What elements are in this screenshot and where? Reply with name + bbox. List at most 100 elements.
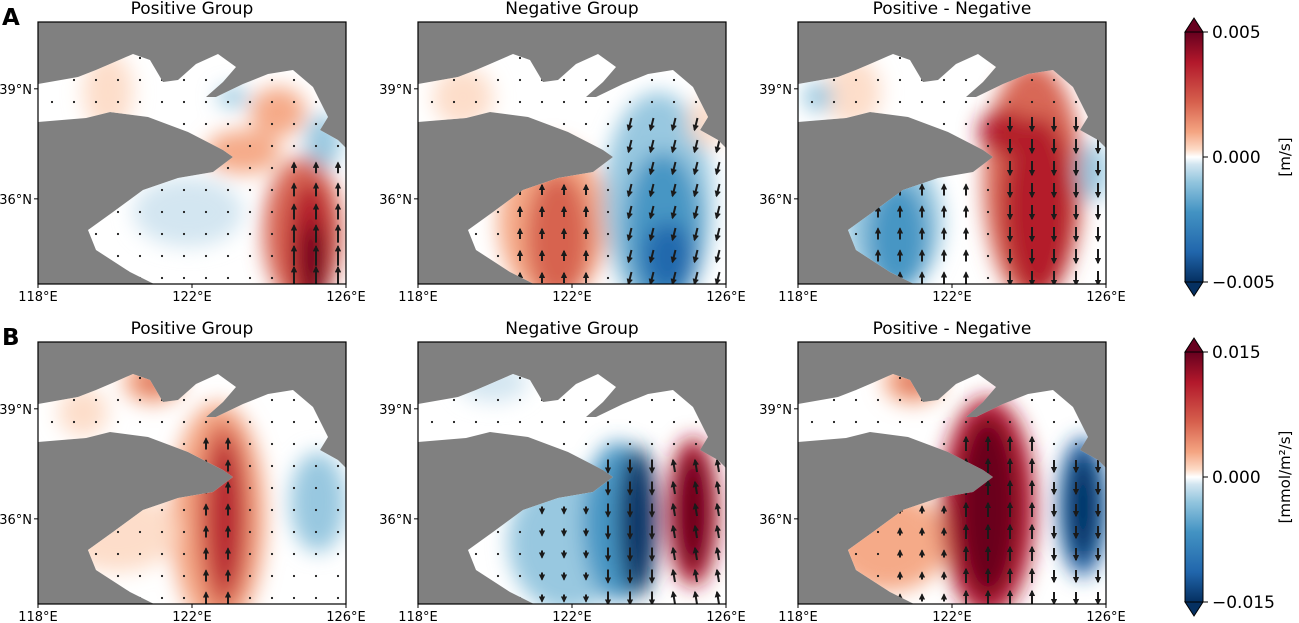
vector-dot xyxy=(832,100,836,104)
lon-tick-label: 118°E xyxy=(18,290,58,305)
vector-dot xyxy=(986,144,990,148)
lon-tick-label: 118°E xyxy=(778,290,818,305)
vector-dot xyxy=(876,100,880,104)
vector-dot xyxy=(854,232,858,236)
vector-arrow xyxy=(626,271,633,284)
vector-dot xyxy=(606,188,610,192)
panel-title: Negative Group xyxy=(505,0,638,19)
anomaly-contour xyxy=(1078,142,1106,202)
vector-dot xyxy=(650,100,654,104)
vector-arrow xyxy=(714,524,721,539)
vector-arrow xyxy=(648,183,655,198)
vector-dot xyxy=(832,78,836,82)
vector-arrow xyxy=(692,249,699,264)
lon-tick-label: 126°E xyxy=(706,290,746,305)
lon-tick-label: 118°E xyxy=(778,610,818,623)
anomaly-contour xyxy=(978,110,1028,154)
vector-dot xyxy=(292,398,296,402)
vector-dot xyxy=(248,420,252,424)
vector-arrow xyxy=(670,458,677,473)
vector-dot xyxy=(248,574,252,578)
vector-dot xyxy=(650,420,654,424)
vector-dot xyxy=(854,78,858,82)
vector-arrow xyxy=(670,117,677,132)
vector-arrow xyxy=(670,139,677,154)
vector-dot xyxy=(204,78,208,82)
lat-tick-label: 39°N xyxy=(0,83,32,98)
vector-dot xyxy=(518,56,522,60)
vector-dot xyxy=(898,56,902,60)
vector-dot xyxy=(986,166,990,170)
vector-dot xyxy=(540,100,544,104)
vector-arrow xyxy=(670,249,677,264)
vector-arrow xyxy=(692,161,699,176)
colorbar-tick-label: 0.000 xyxy=(1212,148,1261,168)
vector-dot xyxy=(496,210,500,214)
vector-dot xyxy=(138,100,142,104)
vector-dot xyxy=(854,100,858,104)
vector-dot xyxy=(226,122,230,126)
vector-dot xyxy=(1074,442,1078,446)
vector-arrow xyxy=(626,183,633,198)
vector-dot xyxy=(314,442,318,446)
vector-dot xyxy=(876,398,880,402)
vector-dot xyxy=(452,100,456,104)
vector-dot xyxy=(248,552,252,556)
vector-dot xyxy=(964,420,968,424)
vector-dot xyxy=(606,122,610,126)
vector-dot xyxy=(182,420,186,424)
vector-dot xyxy=(876,530,880,534)
vector-dot xyxy=(810,420,814,424)
lat-tick-label: 39°N xyxy=(0,403,32,418)
vector-dot xyxy=(72,78,76,82)
vector-dot xyxy=(182,276,186,280)
vector-dot xyxy=(138,530,142,534)
vector-arrow xyxy=(670,271,677,284)
colorbar-gradient xyxy=(1184,31,1204,283)
vector-dot xyxy=(854,552,858,556)
vector-dot xyxy=(452,398,456,402)
vector-dot xyxy=(876,574,880,578)
vector-dot xyxy=(72,420,76,424)
vector-dot xyxy=(182,254,186,258)
vector-arrow xyxy=(714,227,721,242)
colorbar-tick-label: 0.015 xyxy=(1212,343,1261,363)
vector-dot xyxy=(116,210,120,214)
map-panel-a-3: Positive - Negative 118°E 122°E 126°E 39°N 36… xyxy=(759,0,1126,305)
lon-tick-label: 126°E xyxy=(706,610,746,623)
colorbar-max-extend xyxy=(1184,337,1204,353)
vector-dot xyxy=(204,232,208,236)
lon-tick-label: 118°E xyxy=(398,290,438,305)
vector-dot xyxy=(628,100,632,104)
vector-dot xyxy=(584,78,588,82)
vector-dot xyxy=(160,530,164,534)
lon-tick-label: 126°E xyxy=(1086,290,1126,305)
vector-dot xyxy=(986,420,990,424)
vector-dot xyxy=(474,552,478,556)
vector-arrow xyxy=(670,227,677,242)
vector-dot xyxy=(204,398,208,402)
vector-dot xyxy=(160,210,164,214)
vector-dot xyxy=(1030,78,1034,82)
vector-dot xyxy=(898,420,902,424)
vector-dot xyxy=(832,420,836,424)
vector-dot xyxy=(94,420,98,424)
vector-dot xyxy=(986,122,990,126)
vector-dot xyxy=(336,144,340,148)
anomaly-contour xyxy=(677,452,709,572)
vector-dot xyxy=(270,144,274,148)
vector-arrow xyxy=(648,139,655,154)
vector-arrow xyxy=(670,183,677,198)
colorbar-min-extend xyxy=(1184,601,1204,617)
vector-dot xyxy=(336,596,340,600)
vector-dot xyxy=(270,530,274,534)
vector-dot xyxy=(116,232,120,236)
vector-dot xyxy=(292,442,296,446)
vector-arrow xyxy=(692,546,699,561)
vector-dot xyxy=(672,78,676,82)
vector-arrow xyxy=(670,502,677,517)
vector-dot xyxy=(160,420,164,424)
vector-arrow xyxy=(670,205,677,220)
vector-arrow xyxy=(648,117,655,132)
